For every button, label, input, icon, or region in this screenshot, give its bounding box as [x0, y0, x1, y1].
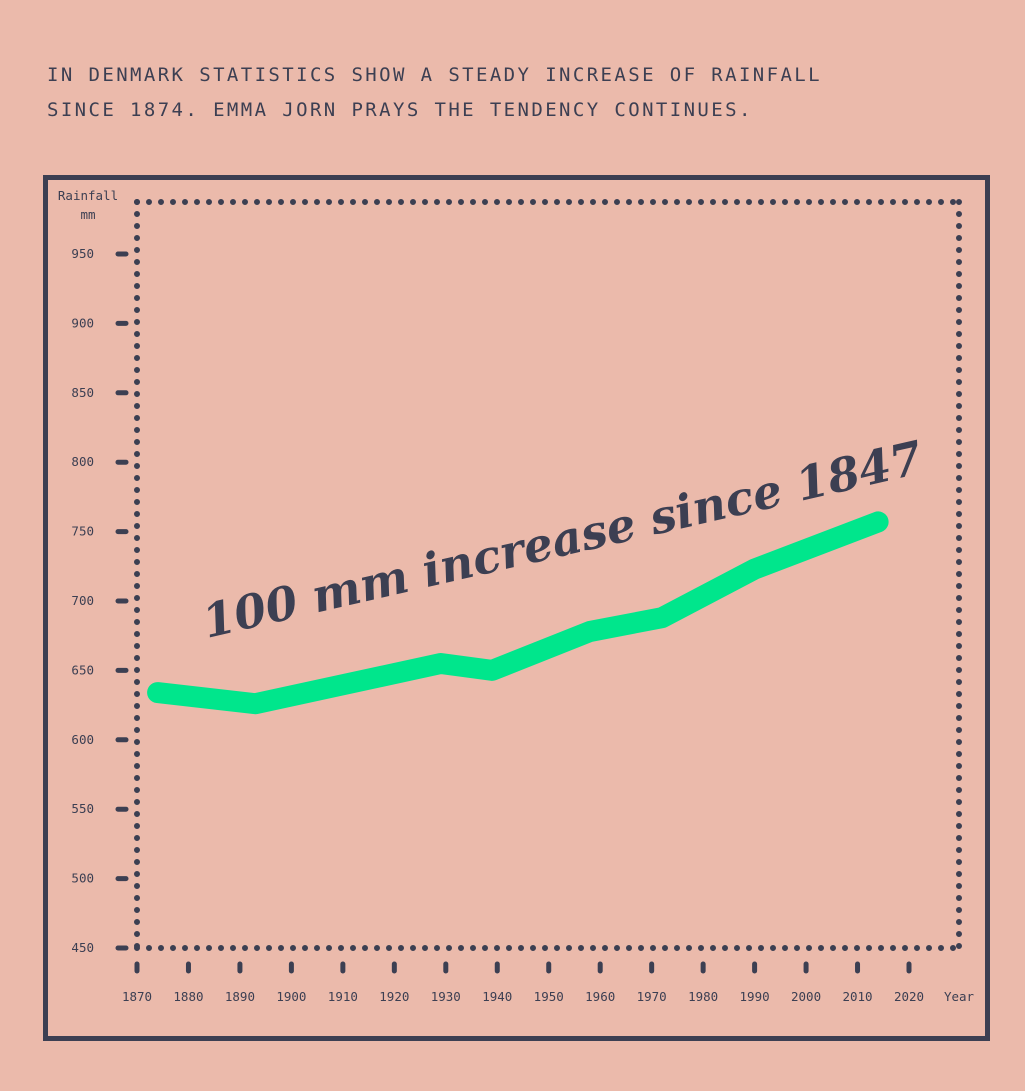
series-group: [147, 511, 889, 715]
rainfall-series-line: [147, 511, 889, 715]
y-tick-label: 950: [71, 246, 94, 261]
y-tick-label: 450: [71, 940, 94, 955]
y-tick-label: 850: [71, 385, 94, 400]
x-tick-label: 1920: [379, 989, 409, 1004]
plot-dotted-frame: [134, 199, 962, 951]
x-tick-label: 1980: [688, 989, 718, 1004]
y-axis-label-line-2: mm: [80, 207, 95, 222]
caption-line-1: IN DENMARK STATISTICS SHOW A STEADY INCR…: [47, 64, 822, 86]
y-tick-label: 700: [71, 593, 94, 608]
chart-frame: [43, 175, 990, 1041]
x-tick-label: 1890: [225, 989, 255, 1004]
x-tick-label: 1960: [585, 989, 615, 1004]
x-axis-ticks: 1870 1880 1890 1900 1910 1920 1930 1940 1950 1960…: [122, 961, 924, 1004]
chart-caption: IN DENMARK STATISTICS SHOW A STEADY INCR…: [47, 58, 967, 128]
x-tick-label: 2010: [842, 989, 872, 1004]
x-tick-label: 1940: [482, 989, 512, 1004]
y-tick-label: 600: [71, 732, 94, 747]
y-tick-label: 650: [71, 662, 94, 677]
y-tick-label: 800: [71, 454, 94, 469]
caption-line-2: SINCE 1874. EMMA JORN PRAYS THE TENDENCY…: [47, 99, 753, 121]
x-tick-label: 1930: [431, 989, 461, 1004]
x-tick-label: 1900: [276, 989, 306, 1004]
y-axis-label-line-1: Rainfall: [58, 188, 118, 203]
x-tick-label: 1870: [122, 989, 152, 1004]
x-tick-label: 1910: [328, 989, 358, 1004]
y-tick-label: 500: [71, 871, 94, 886]
y-tick-label: 750: [71, 524, 94, 539]
x-tick-label: 1970: [637, 989, 667, 1004]
x-tick-label: 1990: [740, 989, 770, 1004]
y-tick-label: 550: [71, 801, 94, 816]
x-axis-label: Year: [944, 989, 975, 1004]
x-tick-label: 2000: [791, 989, 821, 1004]
x-tick-label: 1880: [173, 989, 203, 1004]
y-tick-label: 900: [71, 315, 94, 330]
x-tick-label: 2020: [894, 989, 924, 1004]
y-axis-ticks: 950 900 850 800 750 700 650 600 550 500 450: [71, 246, 129, 955]
x-tick-label: 1950: [534, 989, 564, 1004]
